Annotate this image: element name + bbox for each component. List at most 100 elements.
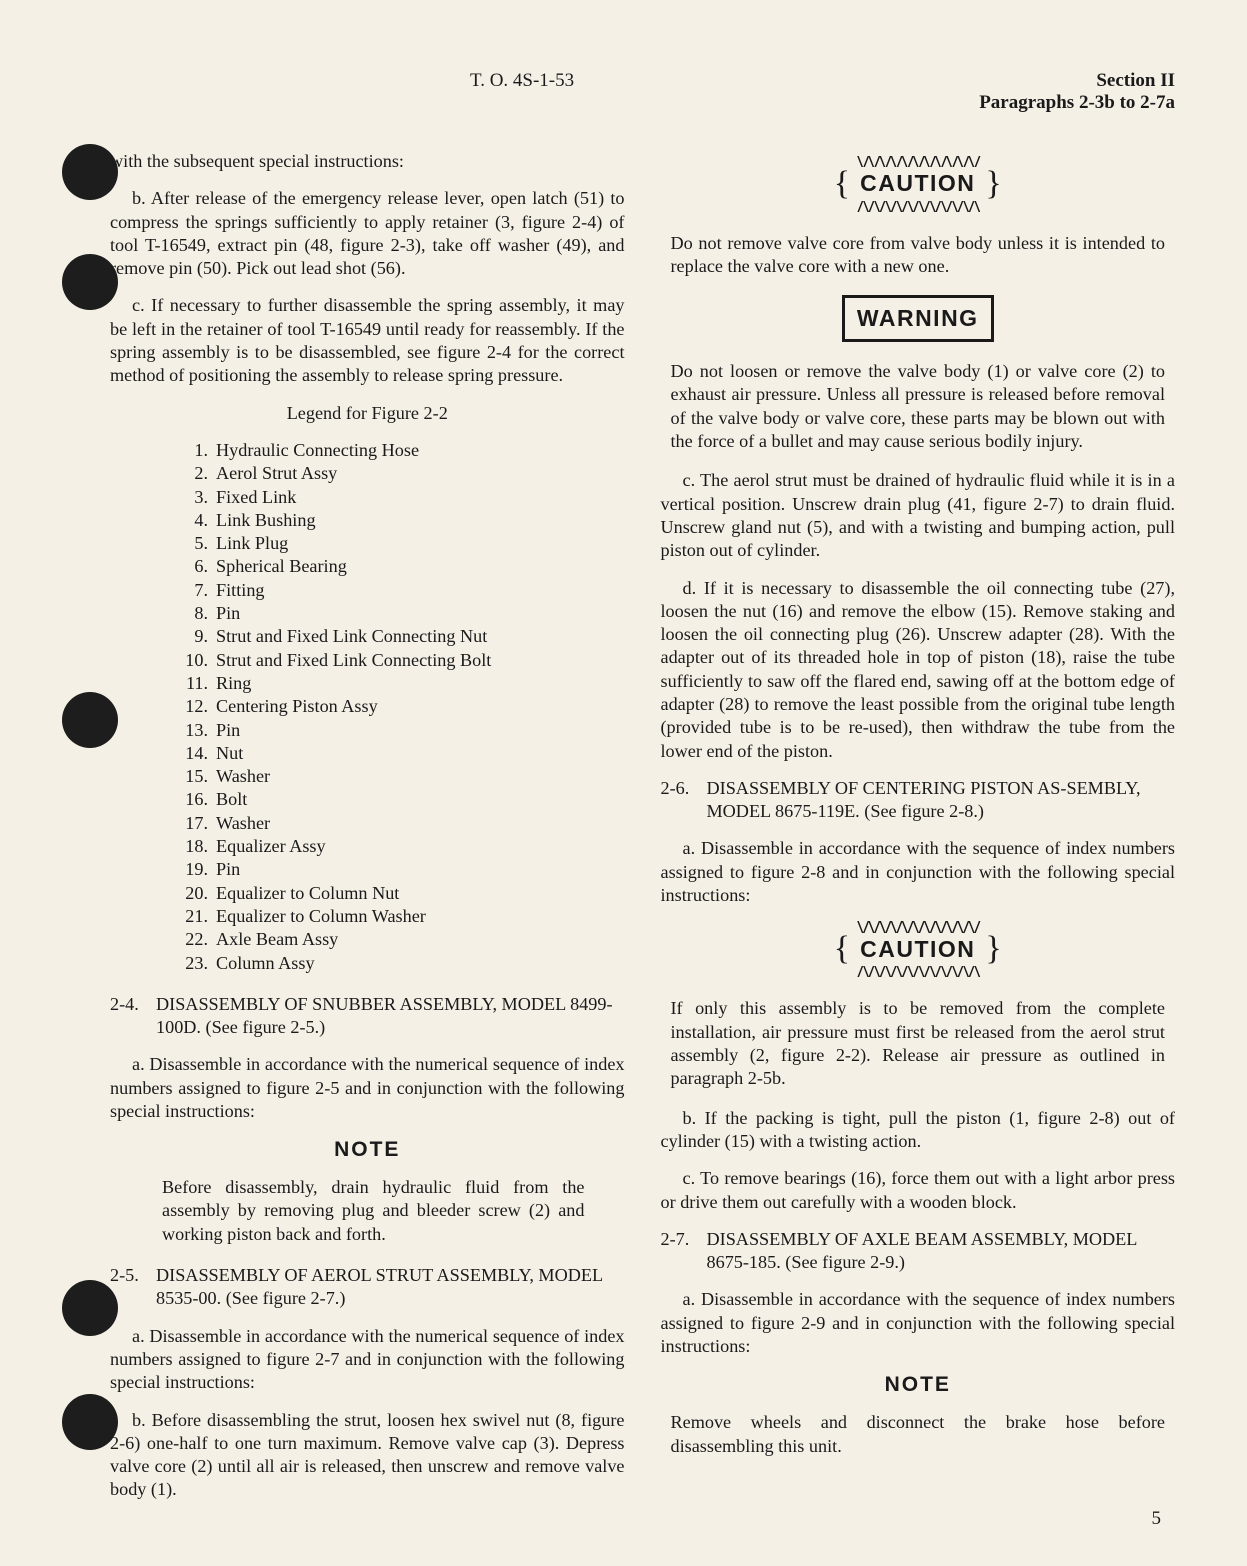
legend-item: 23.Column Assy (180, 952, 625, 975)
zigzag-border: ⋀⋀⋀⋀⋀⋀⋀⋀⋀⋀⋀ (834, 201, 1002, 212)
legend-item: 19.Pin (180, 858, 625, 881)
legend-item: 13.Pin (180, 719, 625, 742)
legend-item-text: Axle Beam Assy (216, 928, 338, 951)
legend-item-number: 21. (180, 905, 216, 928)
paragraph: b. Before disassembling the strut, loose… (110, 1409, 625, 1502)
paragraph: c. The aerol strut must be drained of hy… (661, 469, 1176, 562)
legend-item: 22.Axle Beam Assy (180, 928, 625, 951)
header-section: Section II (979, 70, 1175, 92)
section-title: DISASSEMBLY OF CENTERING PISTON AS-SEMBL… (707, 777, 1176, 824)
legend-list: 1.Hydraulic Connecting Hose2.Aerol Strut… (180, 439, 625, 975)
legend-item: 21.Equalizer to Column Washer (180, 905, 625, 928)
legend-item-text: Washer (216, 765, 270, 788)
paragraph: b. After release of the emergency releas… (110, 187, 625, 280)
legend-item: 16.Bolt (180, 788, 625, 811)
legend-item-number: 18. (180, 835, 216, 858)
legend-item: 5.Link Plug (180, 532, 625, 555)
section-heading-2-7: 2-7. DISASSEMBLY OF AXLE BEAM ASSEMBLY, … (661, 1228, 1176, 1275)
legend-item-text: Link Bushing (216, 509, 316, 532)
legend-item: 12.Centering Piston Assy (180, 695, 625, 718)
legend-item: 8.Pin (180, 602, 625, 625)
legend-item-text: Equalizer to Column Nut (216, 882, 399, 905)
legend-item-number: 14. (180, 742, 216, 765)
zigzag-border: ⋁⋁⋁⋁⋁⋁⋁⋁⋁⋁⋁ (834, 921, 1002, 932)
legend-item: 15.Washer (180, 765, 625, 788)
legend-item-number: 3. (180, 486, 216, 509)
caution-wrap: { CAUTION } (834, 167, 1002, 200)
paragraph: c. To remove bearings (16), force them o… (661, 1167, 1176, 1214)
legend-item-number: 22. (180, 928, 216, 951)
legend-title: Legend for Figure 2-2 (110, 402, 625, 425)
section-title: DISASSEMBLY OF AXLE BEAM ASSEMBLY, MODEL… (707, 1228, 1176, 1275)
section-heading-2-4: 2-4. DISASSEMBLY OF SNUBBER ASSEMBLY, MO… (110, 993, 625, 1040)
page: T. O. 4S-1-53 Section II Paragraphs 2-3b… (0, 0, 1247, 1566)
legend-item: 14.Nut (180, 742, 625, 765)
legend-item: 9.Strut and Fixed Link Connecting Nut (180, 625, 625, 648)
legend-item-number: 8. (180, 602, 216, 625)
legend-item-text: Ring (216, 672, 251, 695)
legend-item: 1.Hydraulic Connecting Hose (180, 439, 625, 462)
legend-item-number: 9. (180, 625, 216, 648)
warning-body: Do not loosen or remove the valve body (… (671, 360, 1166, 453)
legend-item: 7.Fitting (180, 579, 625, 602)
legend-item-number: 15. (180, 765, 216, 788)
legend-item-text: Fixed Link (216, 486, 296, 509)
warning-label: WARNING (842, 295, 994, 342)
legend-item-number: 10. (180, 649, 216, 672)
paragraph: b. If the packing is tight, pull the pis… (661, 1107, 1176, 1154)
caution-box: ⋁⋁⋁⋁⋁⋁⋁⋁⋁⋁⋁ { CAUTION } ⋀⋀⋀⋀⋀⋀⋀⋀⋀⋀⋀ (661, 156, 1176, 218)
paragraph: c. If necessary to further disassemble t… (110, 294, 625, 387)
paragraph: d. If it is necessary to disassemble the… (661, 577, 1176, 763)
legend-item-text: Strut and Fixed Link Connecting Bolt (216, 649, 491, 672)
legend-item-text: Strut and Fixed Link Connecting Nut (216, 625, 487, 648)
legend-item-number: 4. (180, 509, 216, 532)
legend-item-text: Pin (216, 602, 240, 625)
legend-item-text: Fitting (216, 579, 265, 602)
column-left: with the subsequent special instructions… (110, 150, 625, 1516)
legend-item-text: Pin (216, 858, 240, 881)
paragraph: with the subsequent special instructions… (110, 150, 625, 173)
legend-item: 10.Strut and Fixed Link Connecting Bolt (180, 649, 625, 672)
legend-item-text: Link Plug (216, 532, 288, 555)
zigzag-border: ⋀⋀⋀⋀⋀⋀⋀⋀⋀⋀⋀ (834, 966, 1002, 977)
paragraph: a. Disassemble in accordance with the nu… (110, 1053, 625, 1123)
caution-inner: ⋁⋁⋁⋁⋁⋁⋁⋁⋁⋁⋁ { CAUTION } ⋀⋀⋀⋀⋀⋀⋀⋀⋀⋀⋀ (834, 156, 1002, 212)
legend-item-text: Spherical Bearing (216, 555, 347, 578)
legend-item: 11.Ring (180, 672, 625, 695)
section-title: DISASSEMBLY OF AEROL STRUT ASSEMBLY, MOD… (156, 1264, 625, 1311)
legend-item-number: 5. (180, 532, 216, 555)
legend-item-number: 7. (180, 579, 216, 602)
warning-box: WARNING (661, 295, 1176, 342)
caution-inner: ⋁⋁⋁⋁⋁⋁⋁⋁⋁⋁⋁ { CAUTION } ⋀⋀⋀⋀⋀⋀⋀⋀⋀⋀⋀ (834, 921, 1002, 977)
section-title: DISASSEMBLY OF SNUBBER ASSEMBLY, MODEL 8… (156, 993, 625, 1040)
legend-item-text: Equalizer to Column Washer (216, 905, 426, 928)
zigzag-border: ⋁⋁⋁⋁⋁⋁⋁⋁⋁⋁⋁ (834, 156, 1002, 167)
legend-item: 2.Aerol Strut Assy (180, 462, 625, 485)
legend-item-text: Bolt (216, 788, 247, 811)
column-right: ⋁⋁⋁⋁⋁⋁⋁⋁⋁⋁⋁ { CAUTION } ⋀⋀⋀⋀⋀⋀⋀⋀⋀⋀⋀ Do n… (661, 150, 1176, 1516)
section-number: 2-6. (661, 777, 707, 824)
legend-item-text: Pin (216, 719, 240, 742)
legend-item: 17.Washer (180, 812, 625, 835)
legend-item-number: 16. (180, 788, 216, 811)
page-number: 5 (1152, 1508, 1162, 1530)
paragraph: a. Disassemble in accordance with the nu… (110, 1325, 625, 1395)
legend-item-text: Aerol Strut Assy (216, 462, 337, 485)
legend-item-number: 23. (180, 952, 216, 975)
legend-item-number: 11. (180, 672, 216, 695)
legend-item-number: 17. (180, 812, 216, 835)
legend-item-number: 12. (180, 695, 216, 718)
caution-label: CAUTION (850, 167, 985, 200)
legend-item-text: Equalizer Assy (216, 835, 326, 858)
note-body: Remove wheels and disconnect the brake h… (671, 1411, 1166, 1458)
paragraph: a. Disassemble in accordance with the se… (661, 1288, 1176, 1358)
legend-item-number: 6. (180, 555, 216, 578)
note-heading: NOTE (110, 1137, 625, 1164)
section-number: 2-4. (110, 993, 156, 1040)
caution-label: CAUTION (850, 933, 985, 966)
legend-item: 20.Equalizer to Column Nut (180, 882, 625, 905)
legend-item-text: Nut (216, 742, 243, 765)
section-number: 2-7. (661, 1228, 707, 1275)
header-center: T. O. 4S-1-53 (470, 70, 574, 114)
legend-item-text: Column Assy (216, 952, 315, 975)
